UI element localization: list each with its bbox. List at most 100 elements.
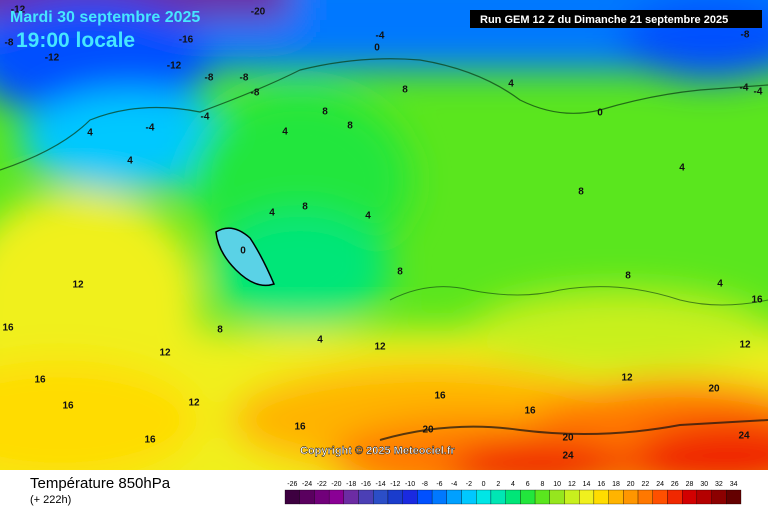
legend-swatch [520, 489, 536, 505]
contour-label: 16 [751, 295, 763, 306]
legend-value: 32 [715, 481, 723, 488]
contour-label: 12 [188, 398, 200, 409]
contour-label: 8 [578, 187, 584, 198]
color-scale: -26 -24 -22 -20 -18 -16 -14 -12 -10 -8 -6 -4 -2 0 2 4 6 8… [284, 481, 742, 505]
legend-value: -10 [405, 481, 415, 488]
legend-swatch [476, 489, 492, 505]
run-label: Run GEM 12 Z du Dimanche 21 septembre 20… [480, 14, 728, 26]
legend-swatch [549, 489, 565, 505]
legend-value: 14 [583, 481, 591, 488]
legend-swatch [682, 489, 698, 505]
legend-swatch [667, 489, 683, 505]
legend-swatch [579, 489, 595, 505]
legend-value: 24 [656, 481, 664, 488]
legend-swatch [490, 489, 506, 505]
legend-value: -12 [390, 481, 400, 488]
contour-label: 16 [524, 406, 536, 417]
legend-value: -20 [331, 481, 341, 488]
contour-label: -12 [11, 5, 26, 16]
contour-label: 4 [87, 128, 93, 139]
legend-value: -16 [361, 481, 371, 488]
legend-value: -18 [346, 481, 356, 488]
legend-swatch [446, 489, 462, 505]
legend-value: 34 [730, 481, 738, 488]
legend-title: Température 850hPa [30, 475, 171, 492]
legend-swatch [696, 489, 712, 505]
contour-label: 0 [374, 43, 380, 54]
contour-label: -4 [754, 87, 763, 98]
contour-label: 12 [72, 280, 84, 291]
legend-swatch [726, 489, 742, 505]
legend-value: -14 [376, 481, 386, 488]
legend-swatch [373, 489, 389, 505]
contour-label: 8 [402, 85, 408, 96]
contour-label: 20 [562, 433, 574, 444]
contour-label: 0 [597, 108, 603, 119]
contour-label: -4 [376, 31, 385, 42]
contour-label: 16 [34, 375, 46, 386]
contour-label: 12 [374, 342, 386, 353]
contour-label: 8 [217, 325, 223, 336]
contour-label: 4 [679, 163, 685, 174]
legend-swatch [328, 489, 344, 505]
contour-label: 8 [625, 271, 631, 282]
legend-swatch [652, 489, 668, 505]
legend-value: 2 [496, 481, 500, 488]
legend-value: 10 [553, 481, 561, 488]
contour-label: -8 [741, 30, 750, 41]
contour-label: -8 [5, 38, 14, 49]
legend-swatch [343, 489, 359, 505]
legend-value: 8 [540, 481, 544, 488]
date-label: Mardi 30 septembre 2025 [10, 9, 200, 26]
legend-value: 12 [568, 481, 576, 488]
legend-swatch [299, 489, 315, 505]
legend-value: -2 [466, 481, 472, 488]
legend-value: 26 [671, 481, 679, 488]
legend-value: 4 [511, 481, 515, 488]
legend-swatch [608, 489, 624, 505]
legend-value: 18 [612, 481, 620, 488]
contour-label: 8 [347, 121, 353, 132]
contour-label: 4 [282, 127, 288, 138]
legend-swatch [637, 489, 653, 505]
legend-swatch [402, 489, 418, 505]
contour-label: 24 [562, 451, 574, 462]
contour-label: 4 [717, 279, 723, 290]
legend-swatch [593, 489, 609, 505]
legend-value: -4 [451, 481, 457, 488]
legend-value: -22 [317, 481, 327, 488]
legend-value: 30 [700, 481, 708, 488]
contour-label: 16 [434, 391, 446, 402]
legend-value: 0 [482, 481, 486, 488]
contour-label: -16 [179, 35, 194, 46]
contour-label: -8 [240, 73, 249, 84]
contour-label: 20 [708, 384, 720, 395]
run-box [470, 10, 762, 28]
contour-label: -12 [167, 61, 182, 72]
contour-label: 4 [365, 211, 371, 222]
legend-swatch [534, 489, 550, 505]
legend-value: 6 [526, 481, 530, 488]
legend-value: -6 [436, 481, 442, 488]
contour-label: 8 [322, 107, 328, 118]
legend-value: 20 [627, 481, 635, 488]
legend-swatch [623, 489, 639, 505]
legend-subtitle: (+ 222h) [30, 494, 71, 506]
contour-label: -8 [205, 73, 214, 84]
time-label: 19:00 locale [16, 29, 135, 52]
legend-swatch [387, 489, 403, 505]
legend-value: 28 [686, 481, 694, 488]
contour-label: 4 [127, 156, 133, 167]
contour-label: 4 [317, 335, 323, 346]
contour-label: 8 [397, 267, 403, 278]
legend-swatch [461, 489, 477, 505]
legend-swatch [711, 489, 727, 505]
contour-label: 16 [294, 422, 306, 433]
legend-swatch [284, 489, 300, 505]
contour-label: 8 [302, 202, 308, 213]
contour-label: 16 [62, 401, 74, 412]
contour-label: -4 [201, 112, 210, 123]
